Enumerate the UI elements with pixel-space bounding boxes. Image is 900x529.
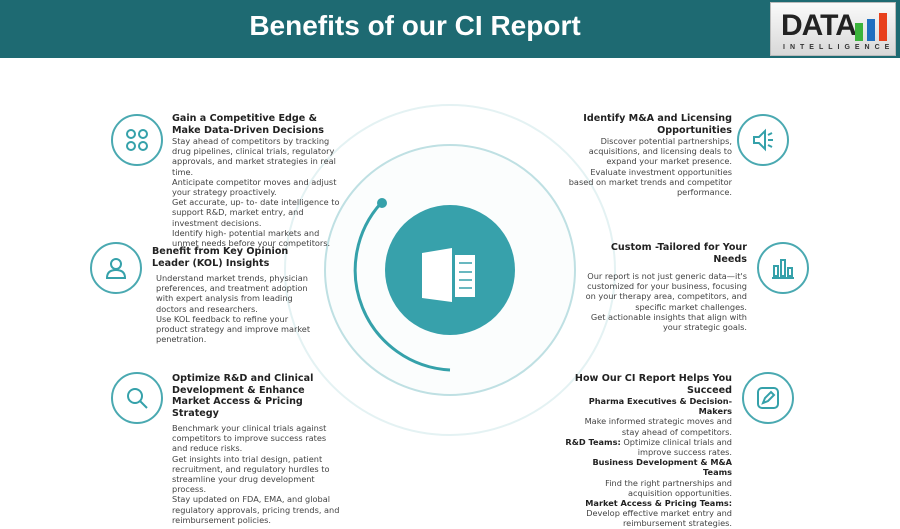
clover-grid-icon (111, 114, 163, 166)
benefit-custom-tailored: Custom -Tailored for Your Needs Our repo… (585, 242, 747, 333)
edit-icon (742, 372, 794, 424)
megaphone-icon (737, 114, 789, 166)
benefit-ma-licensing: Identify M&A and Licensing Opportunities… (568, 113, 732, 198)
benefit-optimize-rd: Optimize R&D and Clinical Development & … (172, 373, 340, 525)
data-intelligence-logo: DATA INTELLIGENCE (770, 2, 896, 56)
benefit-competitive-edge: Gain a Competitive Edge & Make Data-Driv… (172, 113, 340, 249)
benefit-how-report-helps: How Our CI Report Helps You Succeed Phar… (565, 373, 732, 529)
page-title: Benefits of our CI Report (249, 10, 581, 41)
user-icon (90, 242, 142, 294)
bar-chart-icon (757, 242, 809, 294)
center-graphic (284, 104, 616, 436)
search-icon (111, 372, 163, 424)
benefit-kol-insights: Benefit from Key Opinion Leader (KOL) In… (152, 246, 311, 345)
header-bar: Benefits of our CI Report DATA INTELLIGE… (0, 0, 900, 58)
